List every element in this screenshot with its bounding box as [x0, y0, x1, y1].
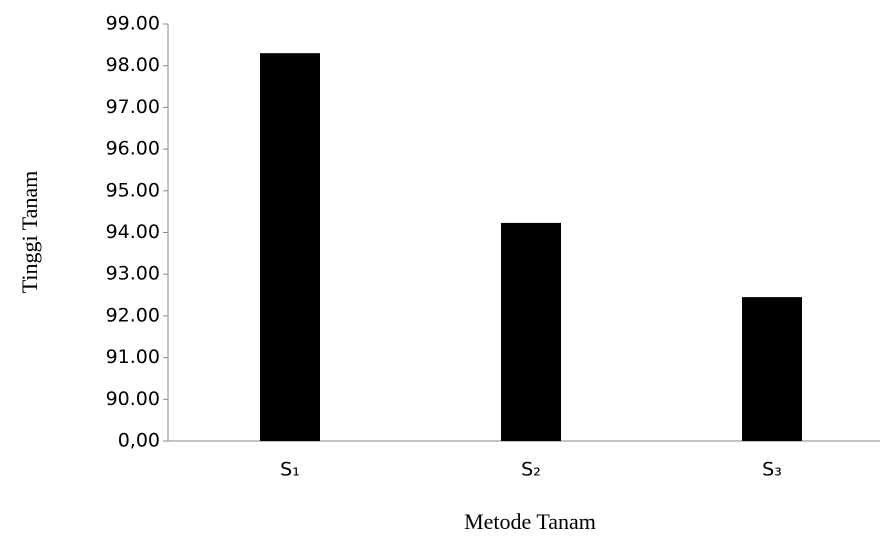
y-tick-label: 94.00 [106, 221, 160, 243]
x-axis-title: Metode Tanam [464, 509, 596, 534]
bar [501, 222, 561, 441]
y-tick-label: 99.00 [106, 13, 160, 35]
y-tick-label: 97.00 [106, 96, 160, 118]
bar [260, 53, 320, 441]
bar [742, 297, 802, 441]
y-tick-label: 96.00 [106, 138, 160, 160]
y-tick-label: 93.00 [106, 263, 160, 285]
y-tick-label: 92.00 [106, 304, 160, 326]
y-axis-title: Tinggi Tanam [17, 171, 42, 294]
x-tick-label: S₂ [521, 459, 541, 481]
y-tick-label: 98.00 [106, 54, 160, 76]
x-tick-label: S₃ [762, 459, 782, 481]
y-tick-label: 90.00 [106, 388, 160, 410]
y-tick-label: 91.00 [106, 346, 160, 368]
y-tick-label: 95.00 [106, 179, 160, 201]
x-tick-label: S₁ [280, 459, 300, 481]
y-tick-label: 0,00 [118, 430, 160, 452]
